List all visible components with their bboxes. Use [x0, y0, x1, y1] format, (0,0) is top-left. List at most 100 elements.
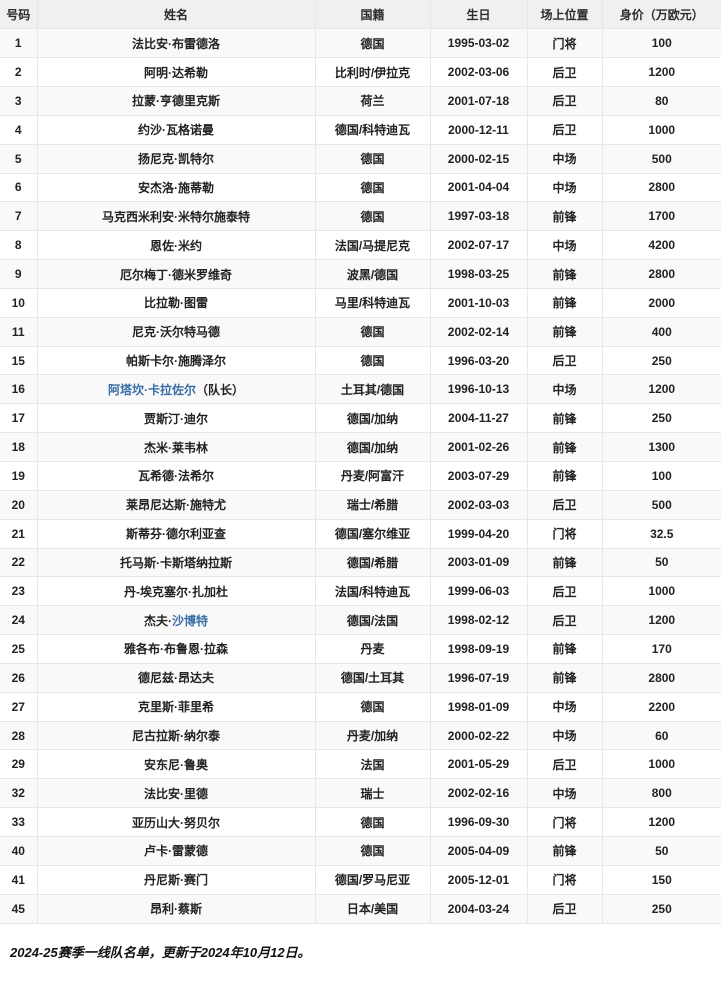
cell-number: 20 — [0, 489, 38, 520]
cell-position: 中场 — [526, 374, 603, 405]
table-row: 4 约沙·瓦格诺曼 德国/科特迪瓦 2000-12-11 后卫 1000 — [0, 114, 721, 145]
cell-position: 前锋 — [526, 403, 603, 434]
cell-value: 170 — [601, 634, 721, 664]
cell-birthday: 1996-07-19 — [429, 662, 528, 693]
table-row: 33 亚历山大·努贝尔 德国 1996-09-30 门将 1200 — [0, 807, 721, 837]
cell-position: 后卫 — [526, 114, 603, 145]
cell-nationality: 荷兰 — [314, 86, 431, 116]
cell-birthday: 1996-09-30 — [429, 807, 528, 837]
cell-value: 100 — [601, 28, 721, 59]
cell-nationality: 波黑/德国 — [314, 259, 431, 289]
player-name-text: 扬尼克·凯特尔 — [138, 152, 214, 167]
cell-position: 后卫 — [526, 576, 603, 607]
cell-birthday: 2001-02-26 — [429, 432, 528, 462]
table-row: 29 安东尼·鲁奥 法国 2001-05-29 后卫 1000 — [0, 749, 721, 780]
table-row: 17 贾斯汀·迪尔 德国/加纳 2004-11-27 前锋 250 — [0, 403, 721, 434]
player-name-text: 托马斯·卡斯塔纳拉斯 — [120, 555, 232, 570]
table-row: 10 比拉勒·图雷 马里/科特迪瓦 2001-10-03 前锋 2000 — [0, 287, 721, 318]
cell-birthday: 1996-03-20 — [429, 345, 528, 376]
table-row: 40 卢卡·雷蒙德 德国 2005-04-09 前锋 50 — [0, 835, 721, 866]
cell-position: 前锋 — [526, 634, 603, 664]
player-name-text: 杰夫· — [143, 613, 172, 628]
cell-number: 11 — [0, 316, 38, 347]
cell-number: 32 — [0, 778, 38, 809]
cell-birthday: 2001-10-03 — [429, 287, 528, 318]
cell-value: 1200 — [601, 605, 721, 636]
cell-number: 8 — [0, 230, 38, 261]
cell-position: 前锋 — [526, 316, 603, 347]
cell-value: 1200 — [601, 374, 721, 405]
cell-name: 德尼兹·昂达夫 — [36, 662, 316, 693]
cell-nationality: 法国/科特迪瓦 — [314, 576, 431, 607]
cell-nationality: 丹麦/阿富汗 — [314, 461, 431, 491]
table-row: 15 帕斯卡尔·施腾泽尔 德国 1996-03-20 后卫 250 — [0, 345, 721, 376]
col-header-value: 身价（万欧元） — [601, 0, 721, 30]
player-link[interactable]: 沙博特 — [171, 613, 208, 628]
cell-position: 后卫 — [526, 605, 603, 636]
cell-position: 前锋 — [526, 201, 603, 232]
cell-number: 40 — [0, 835, 38, 866]
cell-number: 2 — [0, 57, 38, 88]
table-row: 5 扬尼克·凯特尔 德国 2000-02-15 中场 500 — [0, 143, 721, 174]
cell-position: 中场 — [526, 143, 603, 174]
cell-value: 2800 — [601, 259, 721, 289]
cell-position: 门将 — [526, 518, 603, 549]
player-name-text: 丹-埃克塞尔·扎加杜 — [124, 584, 228, 599]
cell-value: 32.5 — [601, 518, 721, 549]
cell-name: 莱昂尼达斯·施特尤 — [36, 489, 316, 520]
player-name-text: 亚历山大·努贝尔 — [132, 815, 220, 830]
table-row: 32 法比安·里德 瑞士 2002-02-16 中场 800 — [0, 778, 721, 809]
table-row: 27 克里斯·菲里希 德国 1998-01-09 中场 2200 — [0, 691, 721, 722]
cell-nationality: 比利时/伊拉克 — [314, 57, 431, 88]
cell-value: 1000 — [601, 114, 721, 145]
table-row: 19 瓦希德·法希尔 丹麦/阿富汗 2003-07-29 前锋 100 — [0, 461, 721, 491]
cell-value: 1200 — [601, 807, 721, 837]
cell-nationality: 德国/土耳其 — [314, 662, 431, 693]
cell-position: 前锋 — [526, 259, 603, 289]
cell-birthday: 1999-06-03 — [429, 576, 528, 607]
header-row: 号码 姓名 国籍 生日 场上位置 身价（万欧元） — [0, 0, 721, 30]
cell-name: 马克西米利安·米特尔施泰特 — [36, 201, 316, 232]
col-header-number: 号码 — [0, 0, 38, 30]
cell-position: 前锋 — [526, 835, 603, 866]
cell-position: 门将 — [526, 807, 603, 837]
table-row: 22 托马斯·卡斯塔纳拉斯 德国/希腊 2003-01-09 前锋 50 — [0, 547, 721, 578]
player-name-text: 克里斯·菲里希 — [138, 700, 214, 715]
cell-birthday: 2002-07-17 — [429, 230, 528, 261]
table-row: 26 德尼兹·昂达夫 德国/土耳其 1996-07-19 前锋 2800 — [0, 662, 721, 693]
player-name-text: 帕斯卡尔·施腾泽尔 — [126, 354, 226, 369]
table-row: 7 马克西米利安·米特尔施泰特 德国 1997-03-18 前锋 1700 — [0, 201, 721, 232]
cell-name: 约沙·瓦格诺曼 — [36, 114, 316, 145]
cell-nationality: 德国 — [314, 691, 431, 722]
cell-name: 杰夫·沙博特 — [36, 605, 316, 636]
player-link[interactable]: 阿塔坎·卡拉佐尔 — [107, 382, 196, 397]
player-name-text: 尼古拉斯·纳尔泰 — [132, 729, 220, 744]
cell-value: 80 — [601, 86, 721, 116]
cell-value: 4200 — [601, 230, 721, 261]
player-name-text: 安东尼·鲁奥 — [144, 757, 208, 772]
cell-nationality: 马里/科特迪瓦 — [314, 287, 431, 318]
cell-name: 比拉勒·图雷 — [36, 287, 316, 318]
cell-birthday: 2000-12-11 — [429, 114, 528, 145]
table-row: 24 杰夫·沙博特 德国/法国 1998-02-12 后卫 1200 — [0, 605, 721, 636]
cell-birthday: 1998-01-09 — [429, 691, 528, 722]
cell-nationality: 德国/塞尔维亚 — [314, 518, 431, 549]
cell-name: 安杰洛·施蒂勒 — [36, 172, 316, 203]
table-row: 9 厄尔梅丁·德米罗维奇 波黑/德国 1998-03-25 前锋 2800 — [0, 259, 721, 289]
cell-nationality: 瑞士/希腊 — [314, 489, 431, 520]
player-name-text: 卢卡·雷蒙德 — [144, 844, 208, 859]
cell-number: 4 — [0, 114, 38, 145]
col-header-birthday: 生日 — [429, 0, 528, 30]
cell-number: 16 — [0, 374, 38, 405]
cell-value: 2200 — [601, 691, 721, 722]
cell-value: 100 — [601, 461, 721, 491]
cell-position: 前锋 — [526, 432, 603, 462]
cell-name: 昂利·蔡斯 — [36, 893, 316, 924]
player-name-text: 莱昂尼达斯·施特尤 — [126, 498, 226, 513]
cell-birthday: 2002-02-16 — [429, 778, 528, 809]
cell-name: 卢卡·雷蒙德 — [36, 835, 316, 866]
cell-birthday: 2003-01-09 — [429, 547, 528, 578]
cell-name: 尼克·沃尔特马德 — [36, 316, 316, 347]
cell-number: 3 — [0, 86, 38, 116]
cell-birthday: 1998-02-12 — [429, 605, 528, 636]
